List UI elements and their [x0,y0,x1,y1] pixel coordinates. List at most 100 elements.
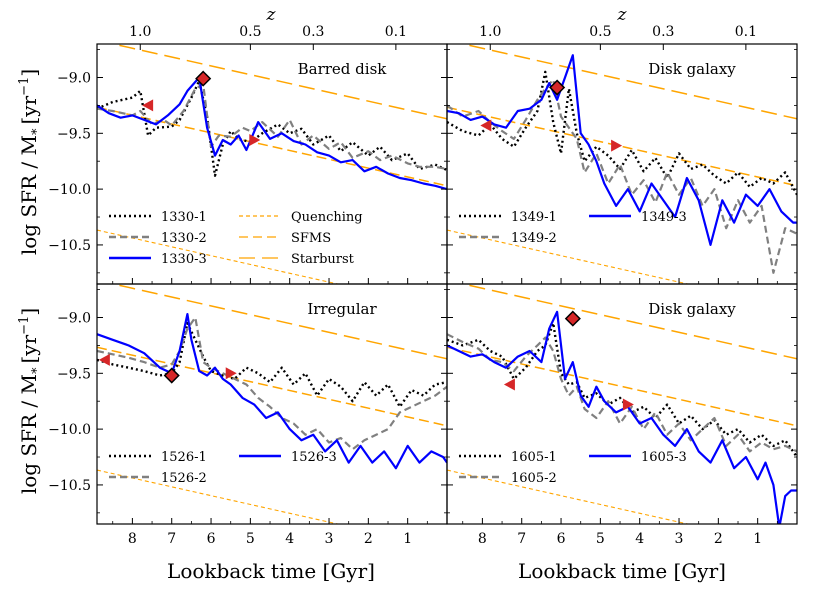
legend: 1349-1 1349-2 1349-3 [459,210,687,246]
y-tick-label: −9.0 [57,70,91,86]
marker-triangle-right [622,398,634,411]
top-tick-label: 0.3 [302,24,324,40]
reference-line-sfms [447,106,797,187]
x-tick-label: 7 [167,531,176,547]
legend-label: 1349-2 [511,231,557,246]
reference-line-quenching [447,469,690,524]
legend-label: 1330-2 [161,231,207,246]
legend-label: 1605-3 [641,450,687,465]
top-tick-label: 0.5 [589,24,611,40]
marker-triangle-right [611,139,623,152]
reference-line-starburst [110,284,447,360]
x-axis-label-right: Lookback time [Gyr] [518,559,726,583]
x-tick-label: 8 [128,531,137,547]
reference-line-quenching [447,229,690,284]
legend-label: 1526-2 [161,471,207,486]
marker-diamond [564,310,581,327]
series-line-1526-2 [97,316,447,451]
reference-line-quenching [97,229,340,284]
top-axis-label-left: z [266,5,277,25]
y-tick-label: −9.5 [57,126,91,142]
legend: 1330-1 1330-2 1330-3 Quenching SFMS Starburst [109,210,363,267]
plot-area [97,284,447,524]
reference-line-sfms [97,106,447,187]
series-line-1349-1 [447,70,797,196]
panel-title: Disk galaxy [648,60,736,78]
panel-3: Irregular −9.0 −9.5 −10.0 −10.5 8 7 6 5 4 3 2 1 1526-… [48,283,448,547]
series-line-1605-2 [447,333,797,453]
series-line-1349-3 [447,54,797,246]
reference-line-starburst [460,284,797,360]
legend-label: 1349-1 [511,210,557,225]
legend-label: 1349-3 [641,210,687,225]
series-line-1330-2 [97,83,447,171]
y-tick-label: −10.5 [48,478,91,494]
legend-label: 1330-1 [161,210,207,225]
x-tick-label: 1 [403,531,412,547]
legend-label: Quenching [291,210,363,225]
marker-triangle-left [98,353,110,366]
top-tick-label: 0.3 [652,24,674,40]
y-tick-label: −9.0 [57,310,91,326]
reference-line-quenching [97,469,340,524]
marker-triangle-right [225,367,237,380]
axes-frame [446,283,798,525]
legend-label: 1330-3 [161,252,207,267]
y-tick-label: −10.0 [48,422,91,438]
reference-line-starburst [460,44,797,120]
legend-label: 1605-2 [511,471,557,486]
top-tick-label: 1.0 [479,24,501,40]
reference-line-starburst [110,44,447,120]
x-tick-label: 6 [557,531,566,547]
x-tick-label: 8 [478,531,487,547]
top-tick-label: 0.1 [735,24,757,40]
x-tick-label: 5 [246,531,255,547]
legend-label: 1526-3 [291,450,337,465]
x-tick-label: 2 [364,531,373,547]
reference-line-sfms [447,346,797,427]
legend-label: SFMS [291,231,331,246]
x-tick-label: 5 [596,531,605,547]
series-line-1605-1 [447,321,797,458]
y-tick-label: −10.0 [48,182,91,198]
y-axis-label-bottom: log SFR / M*[yr−1] [17,308,45,494]
top-tick-label: 1.0 [129,24,151,40]
x-tick-label: 4 [285,531,294,547]
marker-triangle-right [249,134,261,146]
panel-title: Irregular [307,300,377,318]
legend-label: Starburst [291,252,355,267]
top-tick-label: 0.5 [239,24,261,40]
panel-title: Barred disk [298,60,388,78]
series-line-1330-3 [97,76,447,191]
x-tick-label: 4 [635,531,644,547]
top-axis-label-right: z [617,5,628,25]
legend-label: 1526-1 [161,450,207,465]
marker-diamond [195,70,212,87]
x-tick-label: 7 [517,531,526,547]
x-tick-label: 1 [753,531,762,547]
top-tick-label: 0.1 [385,24,407,40]
series-line-1330-1 [97,79,447,177]
series-line-1349-2 [447,78,797,274]
marker-diamond [163,367,180,384]
x-tick-label: 3 [325,531,334,547]
marker-triangle-left [142,99,154,112]
legend: 1526-1 1526-2 1526-3 [109,450,337,486]
plot-area [97,44,447,284]
y-tick-label: −9.5 [57,366,91,382]
series-line-1526-1 [97,321,447,408]
legend: 1605-1 1605-2 1605-3 [459,450,687,486]
series-line-1605-3 [447,310,797,524]
x-tick-label: 6 [207,531,216,547]
marker-triangle-left [480,119,492,132]
panel-1: Barred disk −9.0 −9.5 −10.0 −10.5 1.0 0.5 0.3 0.… [48,24,448,285]
series-line-1526-3 [97,313,447,470]
panel-4: Disk galaxy 8 7 6 5 4 3 2 1 1605-1 1605-2 1605-3 [446,283,798,547]
y-axis-label-top: log SFR / M*[yr−1] [17,69,45,255]
marker-diamond [549,79,566,96]
plot-area [447,44,797,284]
legend-label: 1605-1 [511,450,557,465]
marker-triangle-left [503,378,515,391]
panel-title: Disk galaxy [648,300,736,318]
y-tick-label: −10.5 [48,238,91,254]
